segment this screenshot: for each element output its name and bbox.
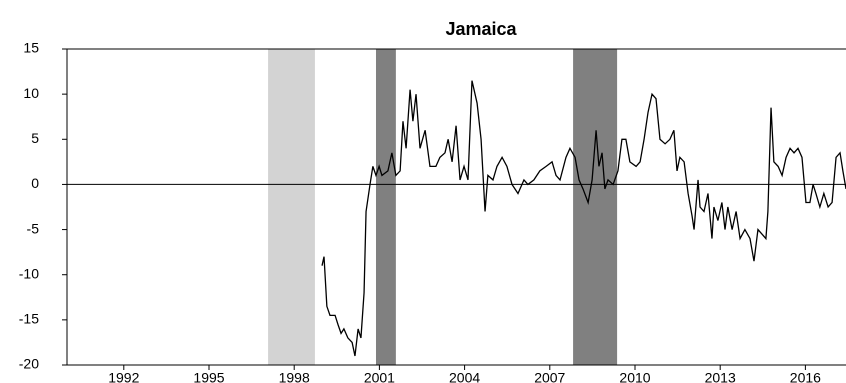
series-line [321, 80, 846, 357]
y-tick-label: -20 [19, 356, 39, 372]
y-tick-label: -5 [27, 220, 40, 236]
x-tick-label: 2010 [619, 370, 650, 383]
y-tick-label: 15 [23, 40, 39, 56]
shaded-period [573, 49, 618, 365]
x-tick-label: 1998 [279, 370, 310, 383]
x-tick-label: 1992 [108, 370, 139, 383]
y-tick-label: -15 [19, 311, 39, 327]
x-tick-label: 1995 [193, 370, 224, 383]
shaded-period [268, 49, 315, 365]
chart-title: Jamaica [445, 19, 517, 39]
x-tick-label: 2007 [534, 370, 565, 383]
x-tick-label: 2013 [705, 370, 736, 383]
shaded-period [375, 49, 396, 365]
x-tick-label: 2001 [364, 370, 395, 383]
x-tick-label: 2016 [790, 370, 821, 383]
y-tick-label: 0 [31, 175, 39, 191]
x-tick-label: 2004 [449, 370, 480, 383]
y-tick-label: 10 [23, 85, 39, 101]
y-tick-label: -10 [19, 265, 39, 281]
y-tick-label: 5 [31, 130, 39, 146]
